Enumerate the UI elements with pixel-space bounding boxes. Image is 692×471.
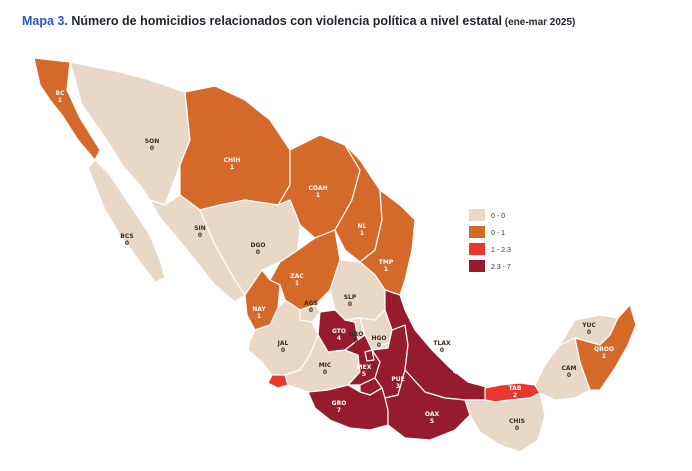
state-value-sin: 0 xyxy=(198,232,202,239)
state-code-nay: NAY xyxy=(252,306,266,313)
state-code-yuc: YUC xyxy=(581,322,596,329)
state-layer xyxy=(33,57,637,453)
state-code-oax: OAX xyxy=(425,411,440,418)
state-value-coah: 1 xyxy=(316,192,320,199)
state-value-mic: 0 xyxy=(323,369,327,376)
state-code-sin: SIN xyxy=(194,225,206,232)
state-code-nl: NL xyxy=(358,223,367,230)
state-value-jal: 0 xyxy=(281,347,285,354)
state-col xyxy=(267,374,289,389)
state-value-bc: 1 xyxy=(58,97,62,104)
state-code-bcs: BCS xyxy=(120,233,133,240)
state-code-mor: MOR xyxy=(416,277,432,284)
state-code-zac: ZAC xyxy=(290,273,304,280)
state-cdmx xyxy=(364,349,375,362)
state-value-slp: 0 xyxy=(348,301,352,308)
state-value-hgo: 0 xyxy=(377,342,381,349)
state-value-mex: 5 xyxy=(362,371,366,378)
state-labels: BC1SON0BCS0CHIH1COAH1NL1TMP1SIN0DGO0ZAC1… xyxy=(56,90,614,432)
state-chih xyxy=(179,85,291,211)
state-code-dgo: DGO xyxy=(250,242,265,249)
state-code-gro: GRO xyxy=(332,400,347,407)
state-code-son: SON xyxy=(145,138,159,145)
state-code-tab: TAB xyxy=(509,385,522,392)
state-value-col: 2 xyxy=(260,382,264,389)
legend-swatch-3 xyxy=(469,260,485,272)
map-legend: 0 - 0 0 - 1 1 - 2.3 2.3 - 7 xyxy=(469,209,511,272)
state-code-coah: COAH xyxy=(308,185,327,192)
state-value-ags: 0 xyxy=(309,307,313,314)
state-value-dgo: 0 xyxy=(256,249,260,256)
state-code-cam: CAM xyxy=(561,365,576,372)
state-value-zac: 1 xyxy=(295,280,299,287)
legend-swatch-1 xyxy=(469,226,485,238)
state-value-qro: 0 xyxy=(354,338,358,345)
state-value-gto: 4 xyxy=(337,335,341,342)
state-value-pue: 3 xyxy=(396,383,400,390)
title-period: (ene-mar 2025) xyxy=(502,17,576,28)
state-chis xyxy=(464,392,546,453)
state-value-cam: 0 xyxy=(567,372,571,379)
state-value-bcs: 0 xyxy=(125,240,129,247)
state-gro xyxy=(307,384,389,431)
state-value-qroo: 1 xyxy=(602,353,606,360)
state-code-bc: BC xyxy=(56,90,66,97)
state-code-tlax: TLAX xyxy=(433,340,451,347)
legend-label-0: 0 - 0 xyxy=(491,213,505,220)
state-code-ags: AGS xyxy=(304,300,318,307)
state-code-qroo: QROO xyxy=(594,346,614,353)
legend-label-2: 1 - 2.3 xyxy=(491,247,511,254)
legend-label-3: 2.3 - 7 xyxy=(491,264,511,271)
state-code-hgo: HGO xyxy=(371,335,386,342)
state-value-yuc: 0 xyxy=(587,329,591,336)
state-value-tmp: 1 xyxy=(384,266,388,273)
state-code-ver: VER xyxy=(448,362,462,369)
map-title: Mapa 3. Número de homicidios relacionado… xyxy=(22,14,575,28)
state-code-chis: CHIS xyxy=(509,418,525,425)
state-value-oax: 5 xyxy=(430,418,434,425)
state-code-cdmx: CDMX xyxy=(419,324,439,331)
state-bcs xyxy=(87,159,166,283)
title-main: Número de homicidios relacionados con vi… xyxy=(67,14,503,28)
state-value-chis: 0 xyxy=(515,425,519,432)
legend-label-1: 0 - 1 xyxy=(491,230,505,237)
state-value-son: 0 xyxy=(150,145,154,152)
state-code-slp: SLP xyxy=(344,294,357,301)
title-lead: Mapa 3. xyxy=(22,14,68,28)
state-value-mor: 7 xyxy=(422,284,426,291)
state-code-qro: QRO xyxy=(349,331,364,338)
state-value-cdmx: 3 xyxy=(427,331,431,338)
state-code-gto: GTO xyxy=(332,328,346,335)
state-value-tlax: 0 xyxy=(440,347,444,354)
state-code-pue: PUE xyxy=(391,376,404,383)
state-code-col: COL xyxy=(255,375,269,382)
legend-swatch-2 xyxy=(469,243,485,255)
state-code-jal: JAL xyxy=(277,340,289,347)
state-value-nay: 1 xyxy=(257,313,261,320)
state-code-mic: MIC xyxy=(319,362,332,369)
legend-swatch-0 xyxy=(469,209,485,221)
state-value-ver: 4 xyxy=(453,369,457,376)
state-value-chih: 1 xyxy=(230,164,234,171)
state-code-mex: MEX xyxy=(357,364,372,371)
state-value-tab: 2 xyxy=(513,392,517,399)
state-qroo xyxy=(574,304,637,391)
state-value-nl: 1 xyxy=(360,230,364,237)
state-value-gro: 7 xyxy=(337,407,341,414)
state-code-chih: CHIH xyxy=(224,157,241,164)
state-code-tmp: TMP xyxy=(379,259,394,266)
